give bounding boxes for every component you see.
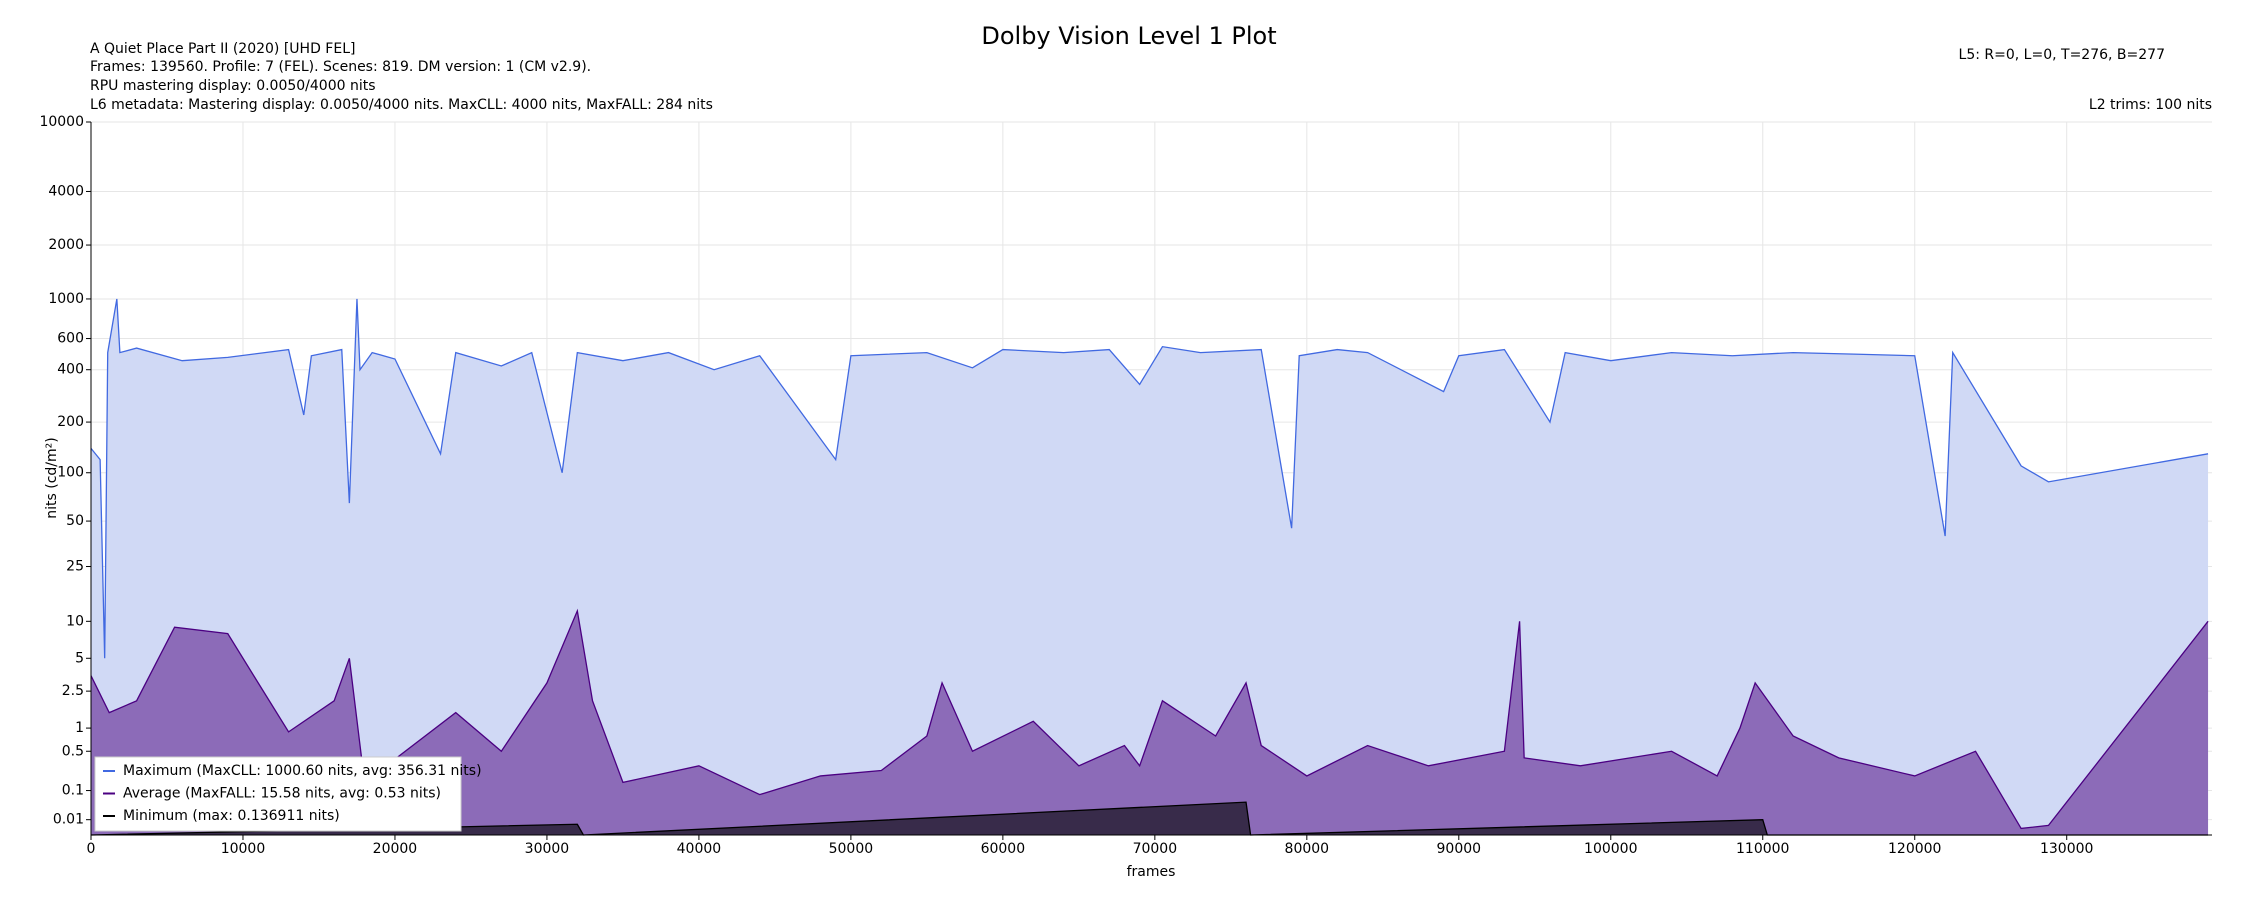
y-axis-label: nits (cd/m²) bbox=[44, 437, 60, 518]
axes: 0.01 0.1 0.5 1 2.5 5 10 25 50 100 200 400 600 1000 200… bbox=[39, 114, 2212, 857]
x-tick-label: 120000 bbox=[1888, 841, 1941, 857]
l5-note: L5: R=0, L=0, T=276, B=277 bbox=[1959, 47, 2165, 63]
y-tick-label: 1 bbox=[75, 720, 84, 736]
y-tick-label: 0.5 bbox=[62, 743, 84, 759]
y-tick-label: 4000 bbox=[48, 183, 84, 199]
x-tick-label: 10000 bbox=[221, 841, 266, 857]
x-tick-label: 20000 bbox=[373, 841, 418, 857]
areas bbox=[91, 298, 2209, 836]
y-tick-label: 600 bbox=[57, 331, 84, 347]
y-tick-label: 1000 bbox=[48, 291, 84, 307]
x-tick-label: 0 bbox=[87, 841, 96, 857]
info-line: A Quiet Place Part II (2020) [UHD FEL] bbox=[90, 41, 355, 57]
lines bbox=[90, 298, 2209, 836]
y-tick-label: 2.5 bbox=[62, 683, 84, 699]
legend: Maximum (MaxCLL: 1000.60 nits, avg: 356.… bbox=[94, 756, 482, 832]
y-tick-label: 0.1 bbox=[62, 783, 84, 799]
x-tick-label: 80000 bbox=[1285, 841, 1330, 857]
y-tick-label: 2000 bbox=[48, 237, 84, 253]
x-tick-label: 50000 bbox=[829, 841, 874, 857]
y-tick-label: 10000 bbox=[39, 114, 84, 130]
series-line bbox=[90, 298, 2209, 659]
y-tick-label: 200 bbox=[57, 414, 84, 430]
series-line bbox=[90, 801, 2209, 836]
l2-note: L2 trims: 100 nits bbox=[2089, 97, 2212, 113]
x-axis-label: frames bbox=[1127, 864, 1176, 880]
y-tick-label: 100 bbox=[57, 465, 84, 481]
legend-label: Average (MaxFALL: 15.58 nits, avg: 0.53 … bbox=[123, 786, 441, 802]
area-fill bbox=[91, 610, 2209, 835]
info-line: RPU mastering display: 0.0050/4000 nits bbox=[90, 78, 376, 94]
info-line: L6 metadata: Mastering display: 0.0050/4… bbox=[90, 97, 713, 113]
series-line bbox=[90, 608, 2209, 830]
area-fill bbox=[91, 802, 2209, 835]
x-tick-label: 70000 bbox=[1133, 841, 1178, 857]
y-tick-label: 10 bbox=[66, 613, 84, 629]
y-tick-label: 25 bbox=[66, 559, 84, 575]
y-tick-label: 0.01 bbox=[53, 812, 84, 828]
y-tick-label: 5 bbox=[75, 650, 84, 666]
x-tick-label: 110000 bbox=[1736, 841, 1789, 857]
x-tick-label: 40000 bbox=[677, 841, 722, 857]
x-tick-label: 100000 bbox=[1584, 841, 1637, 857]
x-tick-label: 130000 bbox=[2040, 841, 2093, 857]
chart-title: Dolby Vision Level 1 Plot bbox=[981, 22, 1276, 50]
y-tick-label: 50 bbox=[66, 513, 84, 529]
x-tick-label: 90000 bbox=[1437, 841, 1482, 857]
legend-label: Minimum (max: 0.136911 nits) bbox=[123, 808, 340, 824]
info-line: Frames: 139560. Profile: 7 (FEL). Scenes… bbox=[90, 59, 591, 75]
x-tick-label: 30000 bbox=[525, 841, 570, 857]
legend-label: Maximum (MaxCLL: 1000.60 nits, avg: 356.… bbox=[123, 763, 482, 779]
area-fill bbox=[91, 298, 2209, 836]
y-tick-label: 400 bbox=[57, 362, 84, 378]
legend-box bbox=[94, 756, 462, 832]
x-tick-label: 60000 bbox=[981, 841, 1026, 857]
